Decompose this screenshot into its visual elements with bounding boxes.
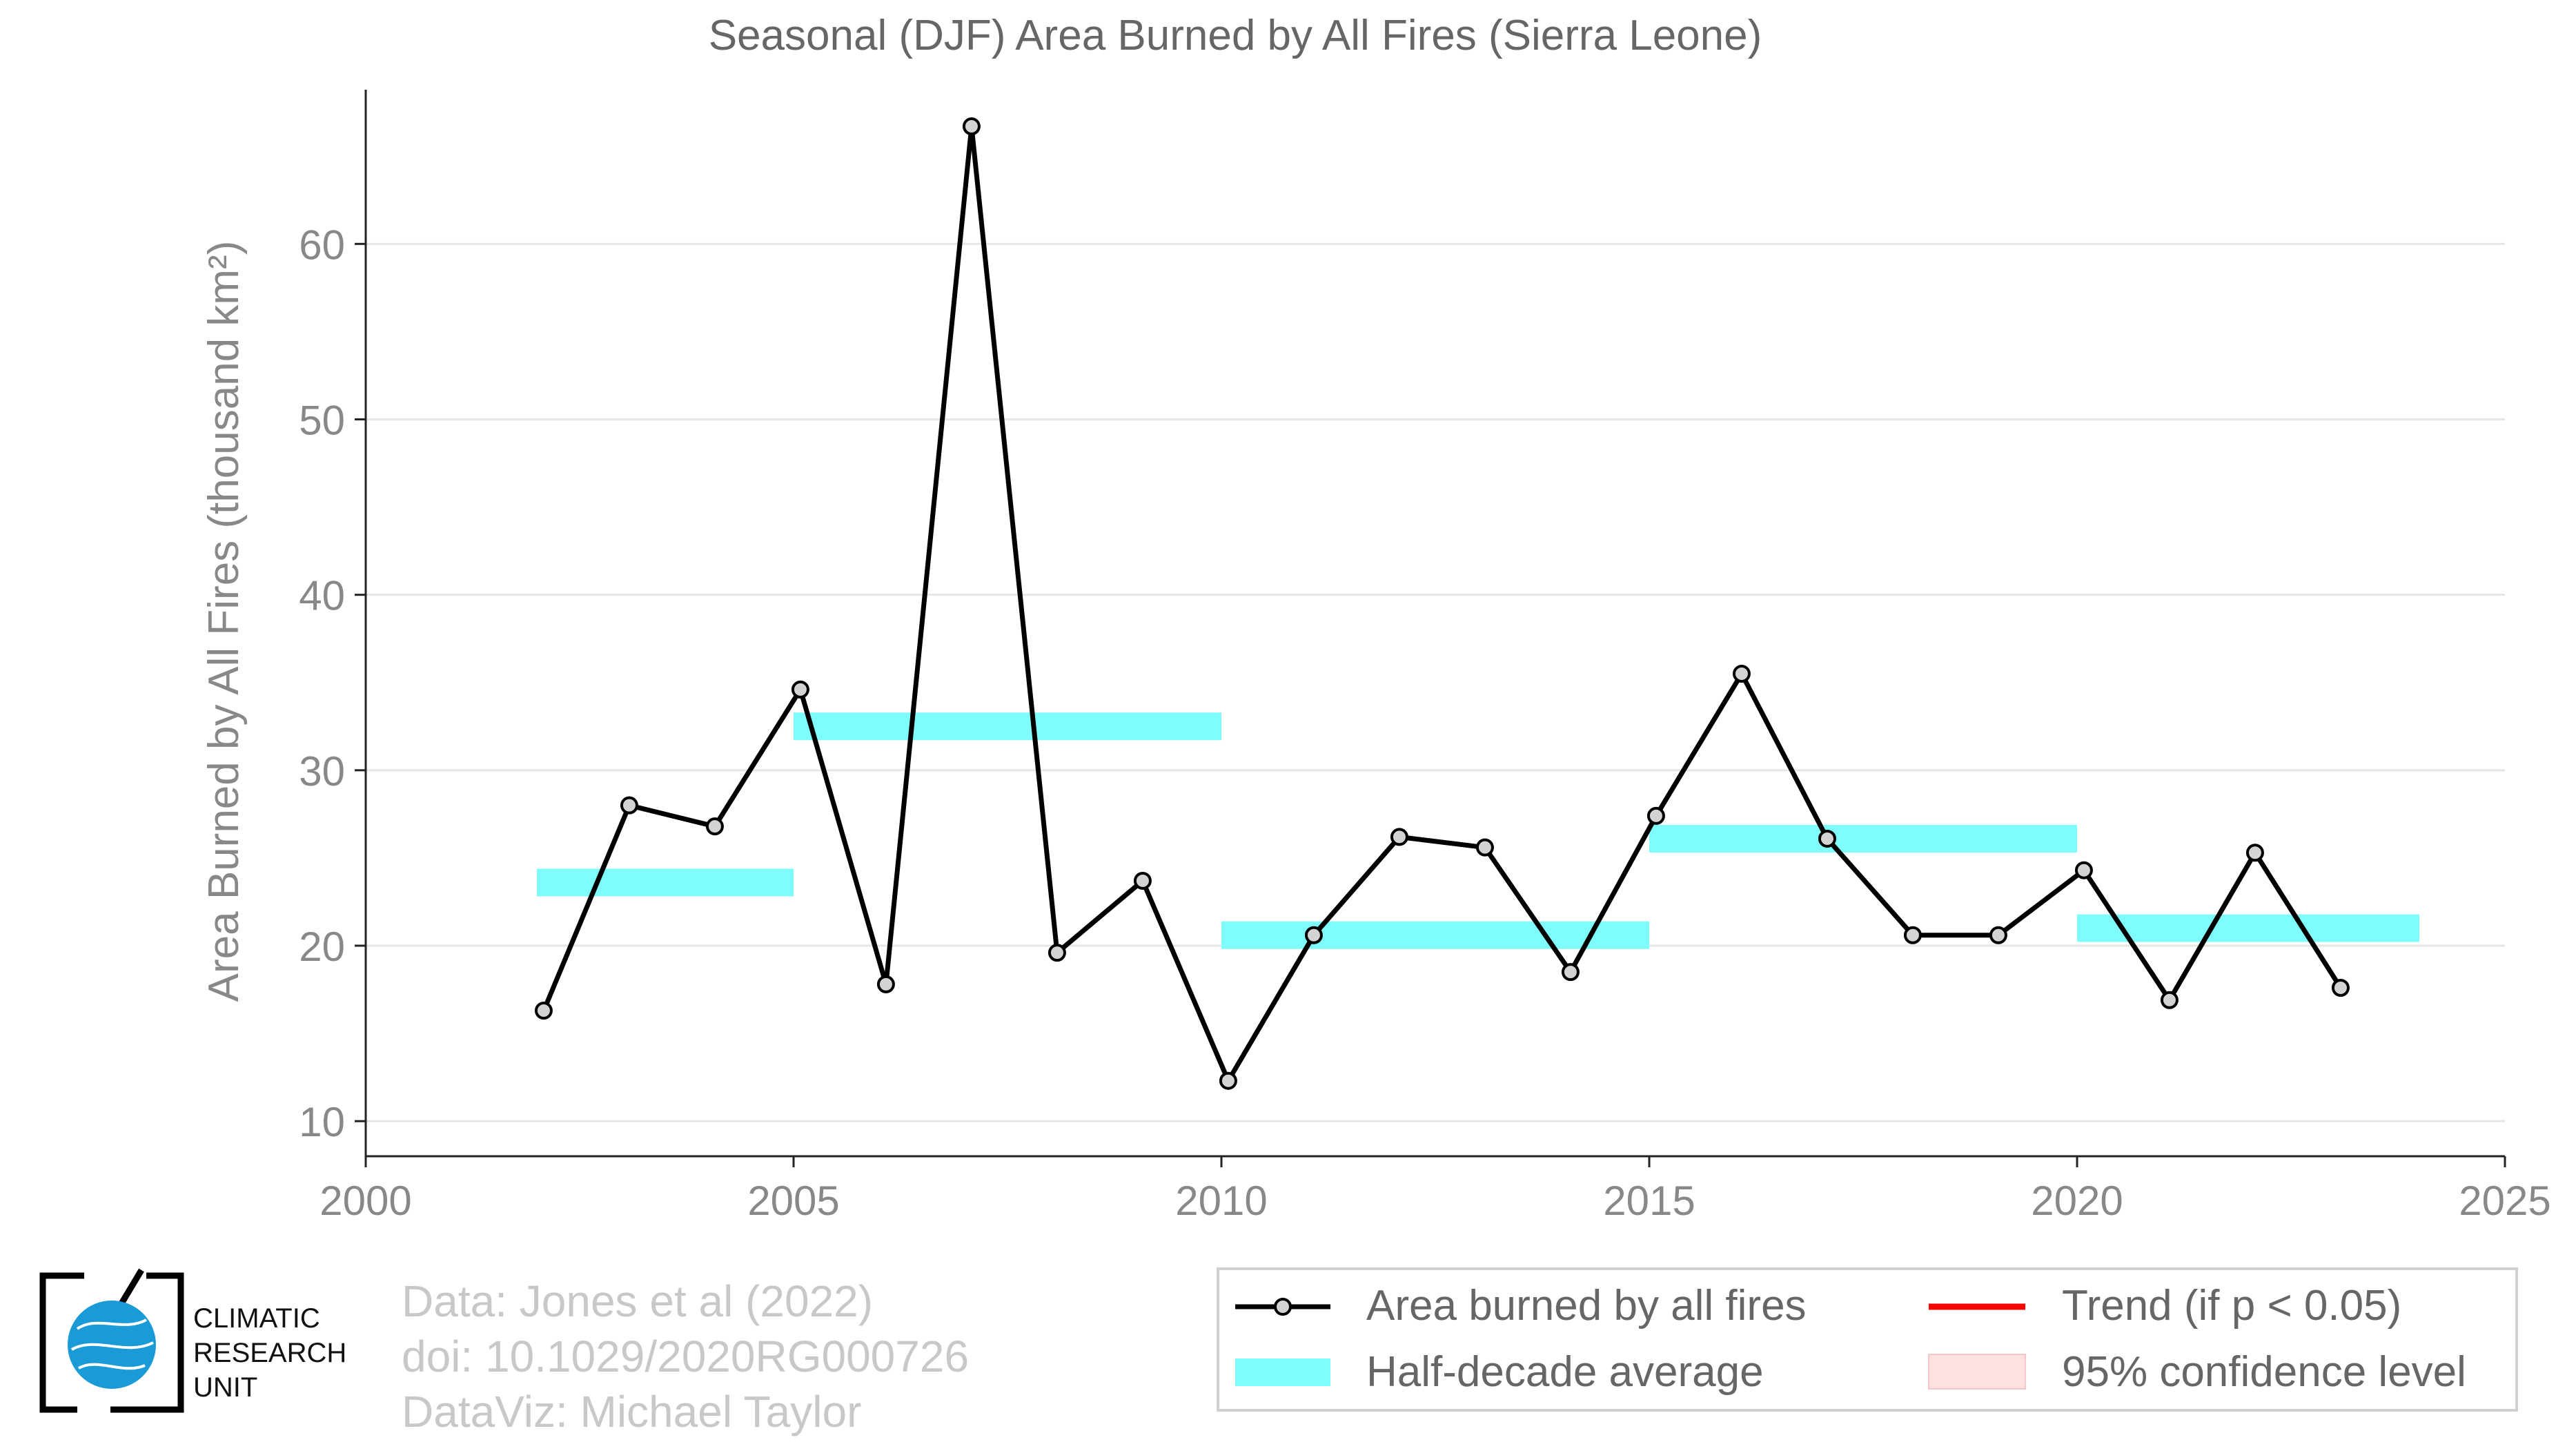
series-line [541, 124, 2343, 1084]
axes: 10 20 30 40 50 60 2000 2005 2010 2015 2020 2025 [299, 90, 2551, 1224]
logo-text-line-1: CLIMATIC [193, 1303, 320, 1334]
logo-text-line-3: UNIT [193, 1372, 258, 1403]
data-point [1133, 871, 1152, 890]
data-point [1989, 926, 2007, 944]
cru-logo [39, 1268, 184, 1413]
logo-bracket-left [39, 1272, 84, 1413]
legend-swatch-half-decade [1235, 1359, 1330, 1386]
x-tick-label: 2020 [2031, 1178, 2123, 1224]
data-point [1818, 829, 1836, 848]
y-tick-label: 20 [299, 924, 345, 970]
chart-title: Seasonal (DJF) Area Burned by All Fires … [709, 12, 1762, 59]
legend-box [1217, 1267, 2518, 1412]
credit-data-source: Data: Jones et al (2022) [402, 1276, 874, 1326]
half-decade-band [794, 712, 1221, 741]
legend: Area burned by all fires Trend (if p < 0… [1217, 1267, 2518, 1412]
x-tick-label: 2015 [1603, 1178, 1695, 1224]
legend-label-half-decade: Half-decade average [1366, 1348, 1764, 1396]
data-point [876, 975, 895, 993]
half-decade-band [1649, 824, 2077, 853]
half-decade-band [537, 868, 794, 897]
cru-logo-text: CLIMATIC RESEARCH UNIT [193, 1301, 346, 1405]
data-point [705, 817, 724, 836]
data-point [962, 117, 981, 136]
y-tick-label: 50 [299, 398, 345, 444]
logo-slash [116, 1268, 144, 1310]
y-tick-label: 40 [299, 573, 345, 619]
x-tick-label: 2010 [1175, 1178, 1267, 1224]
data-point [791, 680, 809, 699]
data-point [1219, 1071, 1237, 1090]
data-point [1390, 828, 1408, 846]
legend-swatch-confidence [1928, 1354, 2026, 1390]
y-tick-label: 10 [299, 1099, 345, 1145]
credit-doi: doi: 10.1029/2020RG000726 [402, 1332, 970, 1381]
legend-marker-area-burned [1274, 1298, 1292, 1316]
data-point [2245, 844, 2264, 862]
data-credits: Data: Jones et al (2022) doi: 10.1029/20… [402, 1274, 1092, 1439]
legend-label-confidence: 95% confidence level [2062, 1348, 2466, 1396]
y-tick-label: 60 [299, 222, 345, 268]
x-tick-label: 2025 [2459, 1178, 2550, 1224]
globe-swirl-3 [78, 1363, 146, 1370]
data-point [2074, 861, 2093, 879]
half-decade-band [1221, 921, 1649, 949]
logo-bracket-right [110, 1272, 184, 1413]
globe-swirl-1 [76, 1318, 147, 1330]
x-tick-label: 2000 [319, 1178, 411, 1224]
legend-label-trend: Trend (if p < 0.05) [2062, 1282, 2401, 1330]
data-point [1903, 926, 1922, 944]
x-tick-label: 2005 [747, 1178, 839, 1224]
data-point [1475, 838, 1494, 857]
data-point [1561, 963, 1580, 982]
y-axis-label: Area Burned by All Fires (thousand km²) [200, 241, 248, 1002]
data-point [534, 1002, 553, 1020]
data-point [2331, 979, 2350, 997]
grid-lines [366, 242, 2505, 1122]
globe-swirl-2 [70, 1341, 154, 1351]
legend-label-area-burned: Area burned by all fires [1366, 1282, 1807, 1330]
data-point [1048, 944, 1066, 962]
series-markers [534, 117, 2350, 1090]
half-decade-band [2077, 914, 2419, 942]
data-point [1304, 926, 1323, 944]
half-decade-bands [537, 712, 2419, 949]
series-line-layer [541, 124, 2343, 1084]
data-point [2160, 991, 2179, 1009]
logo-text-line-2: RESEARCH [193, 1338, 347, 1368]
credit-dataviz: DataViz: Michael Taylor [402, 1387, 862, 1437]
data-point [1732, 665, 1751, 683]
data-point [1646, 806, 1665, 825]
data-point [620, 796, 638, 815]
y-tick-label: 30 [299, 748, 345, 795]
